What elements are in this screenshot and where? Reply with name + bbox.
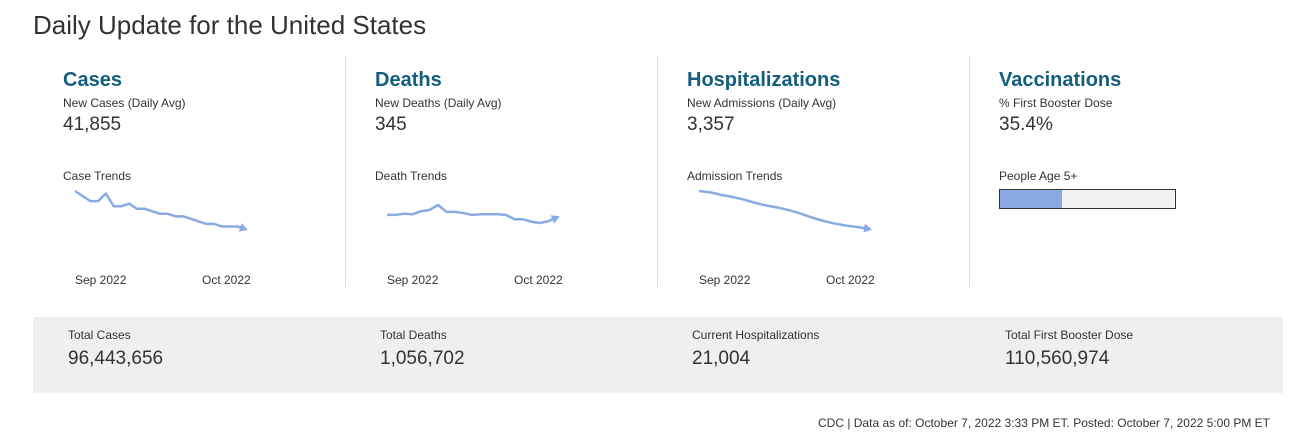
trend-line <box>387 203 558 225</box>
deaths-tick-oct: Oct 2022 <box>514 273 563 287</box>
vaccinations-value: 35.4% <box>999 114 1053 135</box>
deaths-tick-sep: Sep 2022 <box>387 273 439 287</box>
cases-tick-oct: Oct 2022 <box>202 273 251 287</box>
trend-arrow <box>550 215 560 224</box>
page-title: Daily Update for the United States <box>33 10 427 40</box>
total-first-booster-value: 110,560,974 <box>1005 348 1110 369</box>
cases-sub-label: New Cases (Daily Avg) <box>63 96 186 110</box>
current-hospitalizations: Current Hospitalizations 21,004 <box>692 328 819 370</box>
total-first-booster: Total First Booster Dose 110,560,974 <box>1005 328 1133 370</box>
hospitalizations-tick-oct: Oct 2022 <box>826 273 875 287</box>
total-deaths-value: 1,056,702 <box>380 348 465 369</box>
total-deaths: Total Deaths 1,056,702 <box>380 328 465 370</box>
total-deaths-label: Total Deaths <box>380 328 447 342</box>
totals-bar: Total Cases 96,443,656 Total Deaths 1,05… <box>33 317 1283 393</box>
cases-trend-label: Case Trends <box>63 169 132 183</box>
total-cases-value: 96,443,656 <box>68 348 164 369</box>
cases-trend-sparkline <box>74 189 248 232</box>
deaths-panel: Deaths New Deaths (Daily Avg) 345 Death … <box>345 55 658 287</box>
summary-panels: Cases New Cases (Daily Avg) 41,855 Case … <box>33 55 1283 287</box>
hospitalizations-panel: Hospitalizations New Admissions (Daily A… <box>657 55 970 287</box>
deaths-value: 345 <box>375 114 407 135</box>
vaccinations-panel: Vaccinations % First Booster Dose 35.4% … <box>969 55 1281 287</box>
booster-progress-fill <box>1000 190 1062 208</box>
trend-line <box>74 189 246 231</box>
hospitalizations-value: 3,357 <box>687 114 735 135</box>
deaths-sub-label: New Deaths (Daily Avg) <box>375 96 502 110</box>
cases-heading[interactable]: Cases <box>63 69 122 91</box>
total-cases-label: Total Cases <box>68 328 131 342</box>
trend-arrow <box>863 223 872 233</box>
booster-progress-bar <box>999 189 1176 209</box>
hospitalizations-sub-label: New Admissions (Daily Avg) <box>687 96 837 110</box>
vaccinations-heading[interactable]: Vaccinations <box>999 69 1122 91</box>
deaths-trend-label: Death Trends <box>375 169 448 183</box>
hospitalizations-trend-label: Admission Trends <box>687 169 783 183</box>
vaccinations-bar-label: People Age 5+ <box>999 169 1078 183</box>
cases-value: 41,855 <box>63 114 122 135</box>
total-cases: Total Cases 96,443,656 <box>68 328 163 370</box>
data-source-footer: CDC | Data as of: October 7, 2022 3:33 P… <box>817 416 1270 430</box>
deaths-heading[interactable]: Deaths <box>375 69 442 91</box>
hospitalizations-trend-sparkline <box>698 189 872 233</box>
cases-tick-sep: Sep 2022 <box>75 273 127 287</box>
trend-line <box>698 189 870 231</box>
trend-arrow <box>238 223 248 232</box>
current-hospitalizations-label: Current Hospitalizations <box>692 328 820 342</box>
cases-panel: Cases New Cases (Daily Avg) 41,855 Case … <box>33 55 346 287</box>
hospitalizations-heading[interactable]: Hospitalizations <box>687 69 841 91</box>
hospitalizations-tick-sep: Sep 2022 <box>699 273 751 287</box>
deaths-trend-sparkline <box>387 203 560 225</box>
total-first-booster-label: Total First Booster Dose <box>1005 328 1134 342</box>
vaccinations-sub-label: % First Booster Dose <box>999 96 1113 110</box>
current-hospitalizations-value: 21,004 <box>692 348 751 369</box>
